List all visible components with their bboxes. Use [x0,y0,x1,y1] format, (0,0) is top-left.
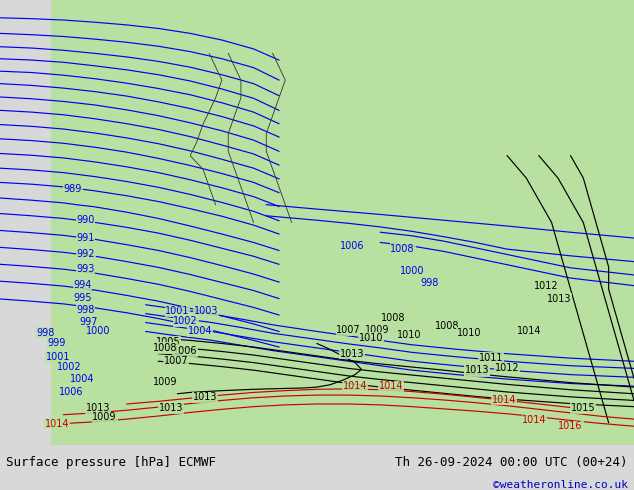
Text: 997: 997 [79,317,98,327]
Text: 992: 992 [76,248,95,259]
Text: 1006: 1006 [60,388,84,397]
Text: 1010: 1010 [359,333,383,343]
Text: 1013: 1013 [340,349,364,359]
Text: 1004: 1004 [188,326,212,336]
Text: 989: 989 [64,184,82,194]
Text: 995: 995 [73,293,92,303]
Text: 998: 998 [37,328,55,338]
Text: 1004: 1004 [70,374,94,384]
Text: 990: 990 [77,215,94,225]
Text: 1009: 1009 [153,377,177,387]
Text: 1007: 1007 [164,356,188,367]
Text: 1014: 1014 [45,418,69,429]
Text: 1006: 1006 [340,241,364,250]
Text: 1008: 1008 [391,244,415,254]
Text: 1002: 1002 [58,362,82,372]
Text: 993: 993 [77,264,94,274]
Text: 1016: 1016 [559,421,583,431]
Text: 1014: 1014 [492,394,516,405]
Text: 1009: 1009 [365,325,389,335]
Text: 1003: 1003 [194,306,218,317]
Text: 998: 998 [421,277,439,288]
Text: 1014: 1014 [517,326,541,337]
Text: 1014: 1014 [343,381,367,391]
Text: Surface pressure [hPa] ECMWF: Surface pressure [hPa] ECMWF [6,456,216,468]
Text: 1002: 1002 [174,316,198,326]
Text: Th 26-09-2024 00:00 UTC (00+24): Th 26-09-2024 00:00 UTC (00+24) [395,456,628,468]
Text: 1000: 1000 [400,267,424,276]
Text: 1010: 1010 [397,330,421,340]
Text: 1013: 1013 [547,294,571,304]
Text: 1001: 1001 [46,352,70,362]
Text: 1013: 1013 [465,367,489,376]
Text: 1007: 1007 [337,325,361,335]
Text: 1008: 1008 [435,321,459,331]
Text: 1011: 1011 [479,353,503,363]
Text: 1008: 1008 [153,343,177,353]
Text: 1008: 1008 [381,313,405,323]
Text: 1012: 1012 [495,364,519,373]
Text: 994: 994 [74,280,91,290]
Text: 1000: 1000 [86,326,110,337]
Text: 1001: 1001 [165,306,190,317]
Text: 998: 998 [77,305,94,315]
Text: 1009: 1009 [93,412,117,422]
Text: 1013: 1013 [86,403,110,413]
Text: 1010: 1010 [457,328,481,338]
Text: 1013: 1013 [159,403,183,413]
Text: 991: 991 [77,233,94,243]
Text: 1006: 1006 [173,346,197,357]
Text: 1012: 1012 [534,281,559,291]
Text: 1014: 1014 [379,381,403,391]
Text: ©weatheronline.co.uk: ©weatheronline.co.uk [493,480,628,490]
Text: 1013: 1013 [465,365,489,375]
Text: 1005: 1005 [156,337,180,347]
Text: 999: 999 [48,339,66,348]
Text: 1014: 1014 [522,416,547,425]
Text: 1015: 1015 [571,403,595,413]
Text: 1013: 1013 [193,392,217,402]
